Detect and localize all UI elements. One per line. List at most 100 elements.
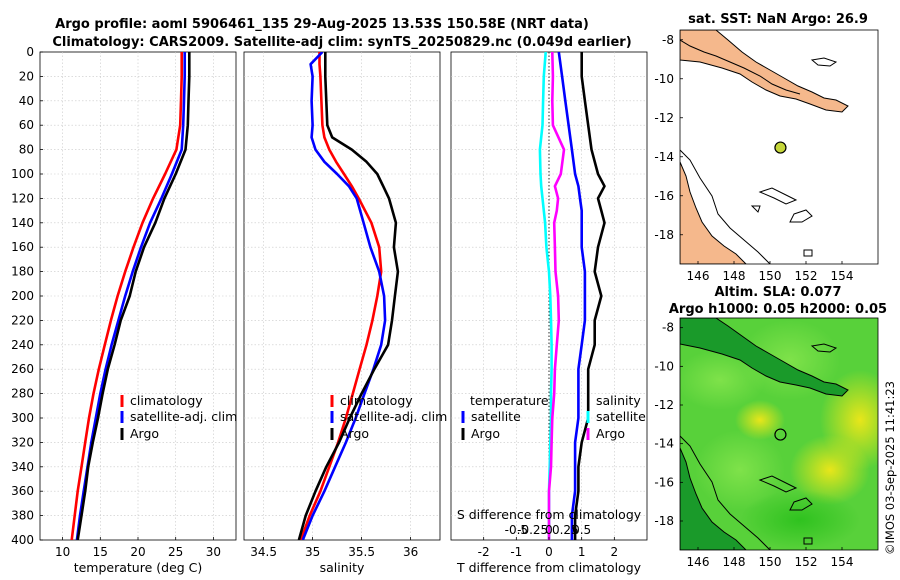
series-argo <box>76 52 191 540</box>
credit-text: ©IMOS 03-Sep-2025 11:41:23 <box>883 381 897 555</box>
png-landmass <box>680 30 849 113</box>
sst-map-ticks: 146 148 150 152 154 -8 -10 -12 -14 -16 -18 <box>654 33 853 283</box>
x-tick-label: -1 <box>510 545 522 559</box>
map-y-tick-label: -14 <box>654 150 674 164</box>
map-x-tick-label: 154 <box>831 269 854 283</box>
sst-map: sat. SST: NaN Argo: 26.9 146 148 150 152 154… <box>654 12 879 283</box>
australia-landmass <box>680 161 747 264</box>
sla-island-3 <box>789 497 813 511</box>
difference-ticks: -2 -1 0 1 2-0.5-0.250 0.250.5 <box>478 523 618 559</box>
legend-label-argo: Argo <box>130 426 159 441</box>
header-line-2: Climatology: CARS2009. Satellite-adj cli… <box>52 35 631 50</box>
island-2 <box>758 187 798 205</box>
x-top-tick-label: -0.5 <box>505 523 528 537</box>
temperature-ticks: 10 15 20 25 30020406080100120140160180200220… <box>11 45 221 559</box>
map-y-tick-label: -12 <box>654 398 674 412</box>
difference-panel: -2 -1 0 1 2-0.5-0.250 0.250.5 T difference fr… <box>450 51 648 575</box>
sla-reef <box>680 435 771 550</box>
y-tick-label: 300 <box>11 411 34 425</box>
y-tick-label: 200 <box>11 289 34 303</box>
map-x-tick-label: 146 <box>687 269 710 283</box>
x-top-tick-label: 0.5 <box>572 523 591 537</box>
y-tick-label: 40 <box>19 94 34 108</box>
coastline-detail <box>680 39 801 95</box>
sla-map-title-1: Altim. SLA: 0.077 <box>715 285 842 300</box>
y-tick-label: 260 <box>11 362 34 376</box>
y-tick-label: 120 <box>11 191 34 205</box>
temperature-lines <box>70 52 191 540</box>
difference-legend-temperature: temperature satellite Argo <box>461 393 549 441</box>
x-tick-label: 25 <box>168 545 183 559</box>
sla-float-marker <box>774 428 787 441</box>
sla-map-field <box>680 318 878 550</box>
map-y-tick-label: -8 <box>662 33 674 47</box>
x-tick-label: 15 <box>93 545 108 559</box>
legend-title-temperature: temperature <box>470 393 549 408</box>
y-tick-label: 20 <box>19 69 34 83</box>
legend-label-t-argo: Argo <box>471 426 500 441</box>
x-top-tick-label: -0.25 <box>517 523 548 537</box>
sla-island-4 <box>803 537 813 545</box>
legend-label-s-argo: Argo <box>596 426 625 441</box>
map-x-tick-label: 152 <box>795 555 818 569</box>
map-y-tick-label: -12 <box>654 111 674 125</box>
y-tick-label: 160 <box>11 240 34 254</box>
map-x-tick-label: 154 <box>831 555 854 569</box>
y-tick-label: 180 <box>11 265 34 279</box>
x-tick-label: 30 <box>206 545 221 559</box>
sla-map-ticks: 146 148 150 152 154 -8 -10 -12 -14 -16 -18 <box>654 321 853 569</box>
sla-map-title-2: Argo h1000: 0.05 h2000: 0.05 <box>669 302 887 317</box>
y-tick-label: 400 <box>11 533 34 547</box>
y-tick-label: 220 <box>11 313 34 327</box>
island-5 <box>750 205 761 213</box>
y-tick-label: 320 <box>11 435 34 449</box>
legend-label-climatology: climatology <box>130 393 203 408</box>
map-y-tick-label: -18 <box>654 514 674 528</box>
map-y-tick-label: -10 <box>654 359 674 373</box>
y-tick-label: 360 <box>11 484 34 498</box>
x-tick-label: 36 <box>403 545 418 559</box>
series-satellite-adj-clim <box>301 52 387 540</box>
series-climatology <box>70 52 183 540</box>
y-tick-label: 140 <box>11 216 34 230</box>
sla-australia-land <box>680 447 747 550</box>
difference-xlabel-top: S difference from climatology <box>457 507 642 522</box>
x-tick-label: 10 <box>55 545 70 559</box>
map-y-tick-label: -16 <box>654 475 674 489</box>
island-4 <box>803 249 813 257</box>
difference-xlabel: T difference from climatology <box>456 560 642 575</box>
y-tick-label: 340 <box>11 460 34 474</box>
sst-float-marker <box>774 141 787 154</box>
series-temperature-satellite <box>557 52 587 540</box>
x-tick-label: 1 <box>578 545 586 559</box>
map-x-tick-label: 146 <box>687 555 710 569</box>
salinity-lines <box>297 52 400 540</box>
map-x-tick-label: 152 <box>795 269 818 283</box>
x-tick-label: -2 <box>478 545 490 559</box>
map-x-tick-label: 148 <box>723 555 746 569</box>
sla-island-1 <box>810 343 838 353</box>
map-y-tick-label: -14 <box>654 437 674 451</box>
map-y-tick-label: -8 <box>662 321 674 335</box>
legend-label-satellite: satellite-adj. clim <box>130 409 237 424</box>
temperature-xlabel: temperature (deg C) <box>74 560 203 575</box>
x-top-tick-label: 0 <box>545 523 553 537</box>
x-top-tick-label: 0.25 <box>552 523 579 537</box>
y-tick-label: 280 <box>11 387 34 401</box>
map-y-tick-label: -16 <box>654 189 674 203</box>
sst-map-title: sat. SST: NaN Argo: 26.9 <box>688 12 868 27</box>
temperature-panel: 10 15 20 25 30020406080100120140160180200220… <box>11 45 237 575</box>
y-tick-label: 0 <box>26 45 34 59</box>
sla-map: Altim. SLA: 0.077 Argo h1000: 0.05 h2000… <box>654 285 887 569</box>
y-tick-label: 60 <box>19 118 34 132</box>
legend-label-s-satellite: satellite <box>596 409 646 424</box>
legend-label-t-satellite: satellite <box>471 409 521 424</box>
y-tick-label: 100 <box>11 167 34 181</box>
legend-title-salinity: salinity <box>596 393 641 408</box>
legend-label-climatology: climatology <box>340 393 413 408</box>
map-x-tick-label: 150 <box>759 555 782 569</box>
series-temperature-argo <box>573 52 606 540</box>
x-tick-label: 35 <box>305 545 320 559</box>
salinity-legend: climatology satellite-adj. clim Argo <box>330 393 447 441</box>
salinity-ticks: 34.5 35 35.5 36 <box>250 537 418 559</box>
